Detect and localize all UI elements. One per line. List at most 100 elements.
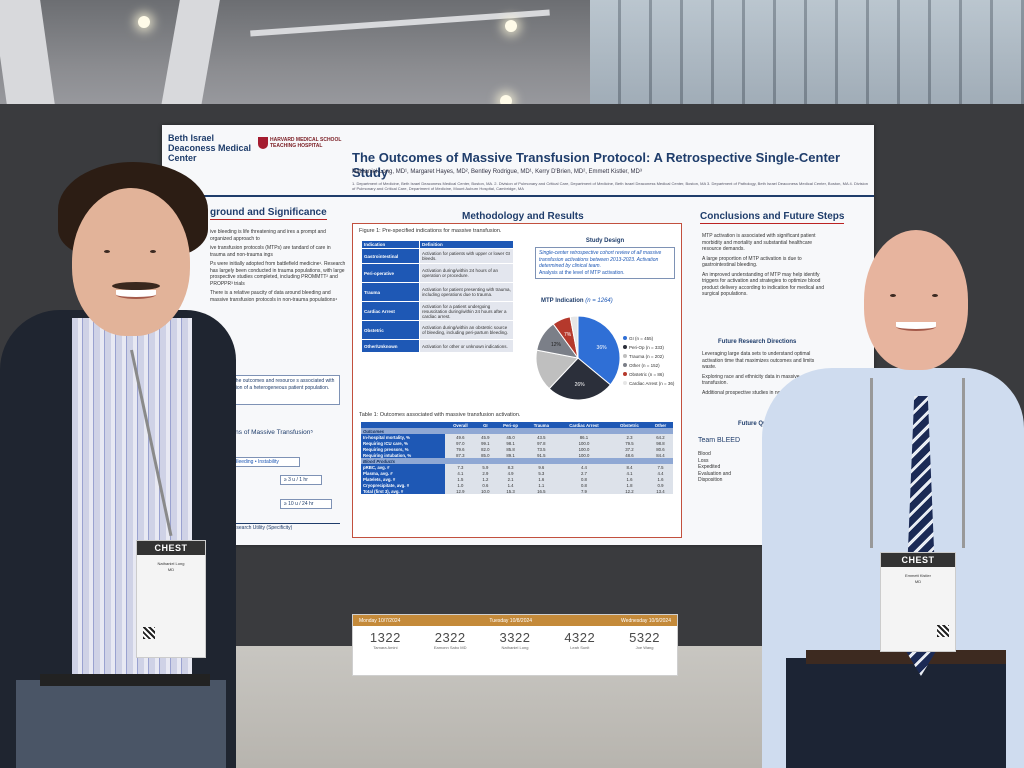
table-cell: 15.3 — [495, 488, 526, 494]
poster-title: The Outcomes of Massive Transfusion Prot… — [352, 150, 841, 180]
eye-left — [104, 250, 110, 253]
team-bleed-item: Blood — [698, 451, 711, 457]
pie-slice — [548, 357, 612, 401]
indication-row: Cardiac Arrest Activation for a patient u… — [361, 301, 514, 321]
indication-definition: Activation for patient presenting with t… — [419, 282, 514, 302]
column-header: GI — [475, 422, 496, 428]
table-cell: 4.1 — [611, 470, 648, 476]
pie-title: MTP Indication (n = 1264) — [541, 298, 613, 304]
future-bullet: Exploring race and ethnicity data in mas… — [702, 373, 800, 387]
table-cell: 0.8 — [556, 476, 611, 482]
legend-label: Trauma (n = 202) — [629, 354, 664, 359]
future-heading: Future Research Directions — [718, 339, 797, 345]
team-bleed-label: Team BLEED — [698, 437, 741, 444]
outcome-row: pRBC, avg. #7.3 5.9 8.3 9.6 4.4 8.4 7.5 — [361, 464, 673, 470]
outcomes-table: Overall GI Peri-op Trauma Cardiac Arrest Obst… — [361, 422, 673, 494]
column-header — [361, 422, 446, 428]
outcome-row: Requiring pressors, % 79.6 82.0 85.8 73.5 100… — [361, 446, 673, 452]
pie-slice — [569, 315, 579, 359]
table-cell: 48.6 — [611, 452, 648, 458]
table-cell: 100.0 — [556, 446, 611, 452]
definition-box: ≥ 10 u / 24 hr — [280, 499, 332, 509]
table-cell: 2.7 — [556, 470, 611, 476]
table-cell: 9.6 — [525, 464, 557, 470]
trousers-right — [786, 658, 1006, 768]
trousers-left — [16, 680, 226, 768]
table-cell: 0.6 — [475, 482, 496, 488]
sign-board-numbers: 1322 Tamara Amini 2322 Eamonn Sabo MD 3322… — [353, 626, 677, 650]
table-cell: 100.0 — [556, 440, 611, 446]
row-label: pRBC, avg. # — [361, 464, 446, 470]
table-cell: 1.6 — [647, 476, 673, 482]
indication-name: Obstetric — [361, 320, 420, 340]
background-bullet: ive transfusion protocols (MTPs) are tan… — [210, 245, 331, 258]
background-bullet: There is a relative paucity of data arou… — [210, 290, 338, 303]
poster-authors: Nathaniel Long, MD¹, Margaret Hayes, MD²… — [352, 169, 642, 175]
table-cell: 85.0 — [475, 452, 496, 458]
team-bleed-item: Evaluation and — [698, 470, 732, 477]
indication-name: Cardiac Arrest — [361, 301, 420, 321]
table-cell: 97.0 — [445, 440, 476, 446]
harvard-shield-icon — [258, 137, 268, 149]
table-cell: 1.8 — [611, 482, 648, 488]
indication-definition: Activation for a patient undergoing resu… — [419, 301, 514, 321]
indications-header-row: Indication Definition — [361, 240, 514, 249]
table-cell: 4.9 — [495, 470, 526, 476]
study-design-heading: Study Design — [585, 238, 625, 244]
indication-definition: Activation for other or unknown indicati… — [419, 339, 514, 353]
badge-credential: MD — [914, 579, 922, 584]
table-cell: 2.9 — [475, 470, 496, 476]
row-label: Cryoprecipitate, avg. # — [361, 482, 446, 488]
indication-name: Trauma — [361, 282, 420, 302]
table-cell: 99.1 — [475, 440, 496, 446]
indication-header: Indication — [361, 240, 420, 249]
sign-slot: 3322 Nathaniel Long — [485, 630, 545, 650]
sign-day: Wednesday 10/9/2024 — [621, 617, 671, 624]
table-cell: 1.1 — [525, 482, 557, 488]
table-cell: 1.2 — [475, 476, 496, 482]
column-header: Peri-op — [495, 422, 526, 428]
table-cell: 8.3 — [495, 464, 526, 470]
column-header: Trauma — [525, 422, 557, 428]
indications-table: Indication Definition Gastrointestinal Act… — [361, 240, 514, 353]
definition-header: Definition — [419, 240, 514, 249]
pie-slice-label: 26% — [575, 382, 586, 388]
future-bullets: Leveraging large data sets to understand… — [702, 351, 822, 396]
board-number-sign: Monday 10/7/2024 Tuesday 10/8/2024 Wedne… — [352, 614, 678, 676]
definitions-heading: finitions of Massive Transfusion⁵ — [220, 429, 314, 436]
belt-right — [806, 650, 1006, 664]
row-label: Platelets, avg. # — [361, 476, 446, 482]
poster-header: Beth Israel Deaconess Medical Center HAR… — [162, 125, 874, 197]
legend-swatch — [623, 381, 627, 385]
table-cell: 45.0 — [495, 434, 526, 440]
legend-label: GI (n = 455) — [629, 336, 654, 341]
table-cell: 98.1 — [495, 440, 526, 446]
table-cell: 37.2 — [611, 446, 648, 452]
outcomes-header-row: Overall GI Peri-op Trauma Cardiac Arrest Obst… — [361, 422, 673, 428]
table-cell: 0.9 — [647, 482, 673, 488]
face-left — [72, 188, 190, 336]
column-header: Obstetric — [611, 422, 648, 428]
board-number: 1322 — [369, 630, 401, 645]
belt-left — [40, 674, 210, 686]
background-bullet: Ps were initially adopted from battlefie… — [210, 261, 346, 287]
team-bleed-item: Disposition — [698, 477, 723, 483]
exhibition-hall-ceiling — [0, 0, 1024, 112]
legend-swatch — [623, 345, 627, 349]
table-cell: 64.2 — [647, 434, 673, 440]
row-label: Plasma, avg. # — [361, 470, 446, 476]
pie-n-label: (n = 1264) — [585, 298, 613, 304]
study-design: Study Design Single-center retrospective… — [535, 238, 675, 279]
outcome-row: Total (first 3), avg. #12.9 10.0 15.3 16.5 7… — [361, 488, 673, 494]
table-cell: 4.1 — [445, 470, 476, 476]
presenter-name: Joe Wang — [635, 645, 654, 650]
pie-slice-label: 12% — [551, 342, 562, 348]
indication-definition: Activation during/within an obstetric so… — [419, 320, 514, 340]
objective-text: vestigate the outcomes and resource s as… — [213, 378, 335, 391]
indication-definition: Activation during/within 24 hours of an … — [419, 263, 514, 283]
table-cell: 10.0 — [475, 488, 496, 494]
utility-axis-label: Research Utility (Specificity) — [230, 523, 340, 531]
table-cell: 12.2 — [611, 488, 648, 494]
study-design-bullet: Analysis at the level of MTP activation. — [539, 269, 625, 276]
ceiling-beam — [160, 0, 220, 112]
